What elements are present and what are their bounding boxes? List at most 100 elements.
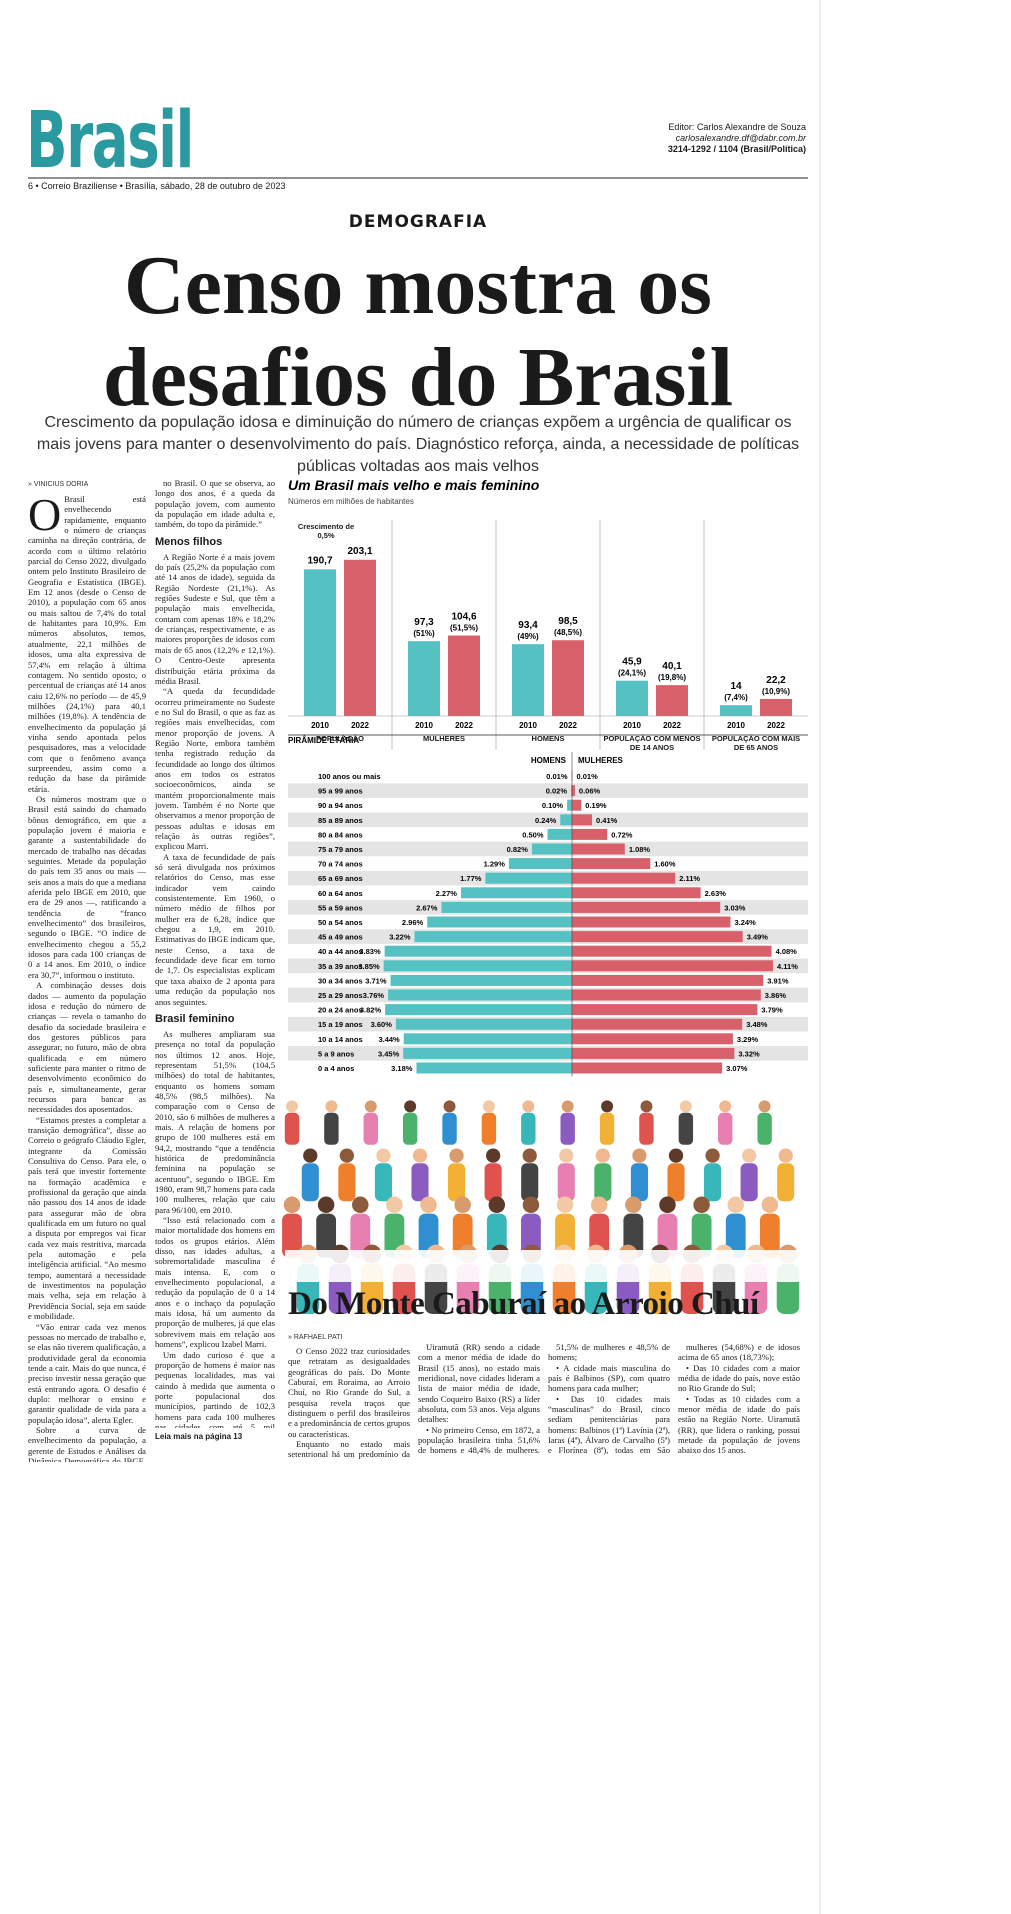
person-body [363,1112,378,1145]
value-label: 2.96% [402,918,424,927]
bar [547,828,572,840]
person-body [704,1163,722,1202]
bar [572,814,593,826]
paragraph: “Isso está relacionado com a maior morta… [155,1215,275,1350]
value-label: 3.03% [724,903,746,912]
person-head [482,1100,495,1113]
legend-label: MULHERES [578,756,624,765]
bar [572,989,761,1001]
person-head [659,1196,676,1214]
folio: 6 • Correio Braziliense • Brasília, sába… [28,181,286,191]
value-label: 40,1 [662,661,682,672]
bar [572,858,651,870]
share-label: (19,8%) [658,673,686,682]
person-body [599,1112,615,1145]
value-label: 0.01% [546,772,568,781]
person-body [402,1112,418,1145]
legend-label: 2022 [559,721,577,730]
age-label: 15 a 19 anos [318,1020,363,1029]
person-head [352,1196,369,1214]
age-label: 45 a 49 anos [318,933,363,942]
age-label: 0 a 4 anos [318,1064,354,1073]
value-label: 3.91% [767,976,789,985]
paragraph: no Brasil. O que se observa, ao longo do… [155,478,275,530]
value-label: 203,1 [347,546,372,557]
share-label: (49%) [517,632,539,641]
person-head [386,1196,403,1214]
person-head [317,1196,335,1214]
paragraph: As mulheres ampliaram sua presença no to… [155,1028,275,1215]
paragraph: Uiramutã (RR) sendo a cidade com a menor… [418,1342,540,1425]
value-label: 0.06% [579,787,601,796]
bar [656,685,688,716]
value-label: 1.60% [654,860,676,869]
value-label: 2.63% [705,889,727,898]
share-label: (51,5%) [450,624,478,633]
bar [572,1047,735,1059]
value-label: 3.85% [358,962,380,971]
column: 51,5% de mulheres e 48,5% de homens; • A … [548,1342,670,1456]
value-label: 0.19% [585,801,607,810]
age-label: 95 a 99 anos [318,787,363,796]
bar [385,1004,572,1016]
value-label: 0.24% [535,816,557,825]
person-body [484,1163,502,1202]
person-head [420,1196,437,1214]
annotation: Crescimento de 0,5% [297,522,355,540]
person-body [316,1213,337,1258]
bar [390,974,572,986]
person-body [560,1112,575,1145]
paragraph: • No primeiro Censo, em 1872, a populaçã… [418,1424,540,1456]
value-label: 0.72% [611,830,633,839]
person-head [286,1100,298,1113]
value-label: 1.08% [629,845,651,854]
age-label: 35 a 39 anos [318,962,363,971]
value-label: 3.45% [378,1049,400,1058]
paragraph: 51,5% de mulheres e 48,5% de homens; [548,1342,670,1363]
person-head [601,1100,614,1113]
bar [508,858,572,870]
share-label: (48,5%) [554,628,582,637]
age-label: 25 a 29 anos [318,991,363,1000]
person-body [777,1163,795,1202]
legend-label: 2010 [623,721,641,730]
legend-label: 2022 [455,721,473,730]
category-label: POPULAÇÃO [316,734,364,743]
person-head [693,1196,710,1214]
legend-label: 2022 [351,721,369,730]
bar [572,1033,733,1045]
bar [560,814,572,826]
value-label: 104,6 [451,612,476,623]
paragraph: • A cidade mais masculina do país é Balb… [548,1362,670,1394]
bar [720,705,752,716]
subhead: Brasil feminino [155,1012,235,1025]
person-body [557,1163,575,1202]
person-head [556,1196,574,1214]
bar [572,916,731,928]
person-head [303,1148,318,1163]
person-head [742,1148,757,1163]
bar [760,698,792,716]
person-body [448,1163,466,1202]
paragraph: “A queda da fecundidade ocorreu primeira… [155,686,275,852]
person-body [411,1163,429,1202]
bar [441,901,572,913]
person-head [679,1100,692,1113]
person-head [488,1196,506,1214]
bar [552,640,584,716]
bar [572,828,608,840]
bar [572,1062,723,1074]
person-body [630,1163,648,1202]
value-label: 3.82% [360,1006,382,1015]
person-body [301,1163,319,1202]
value-label: 0.10% [542,801,564,810]
person-head [522,1196,540,1214]
value-label: 1.29% [484,860,506,869]
person-head [325,1100,338,1113]
legend-label: 2022 [663,721,681,730]
value-label: 4.08% [776,947,798,956]
person-body [639,1112,654,1145]
paragraph: • Das 10 cidades com a maior média de id… [678,1362,800,1394]
person-body [740,1163,758,1202]
age-label: 50 a 54 anos [318,918,363,927]
